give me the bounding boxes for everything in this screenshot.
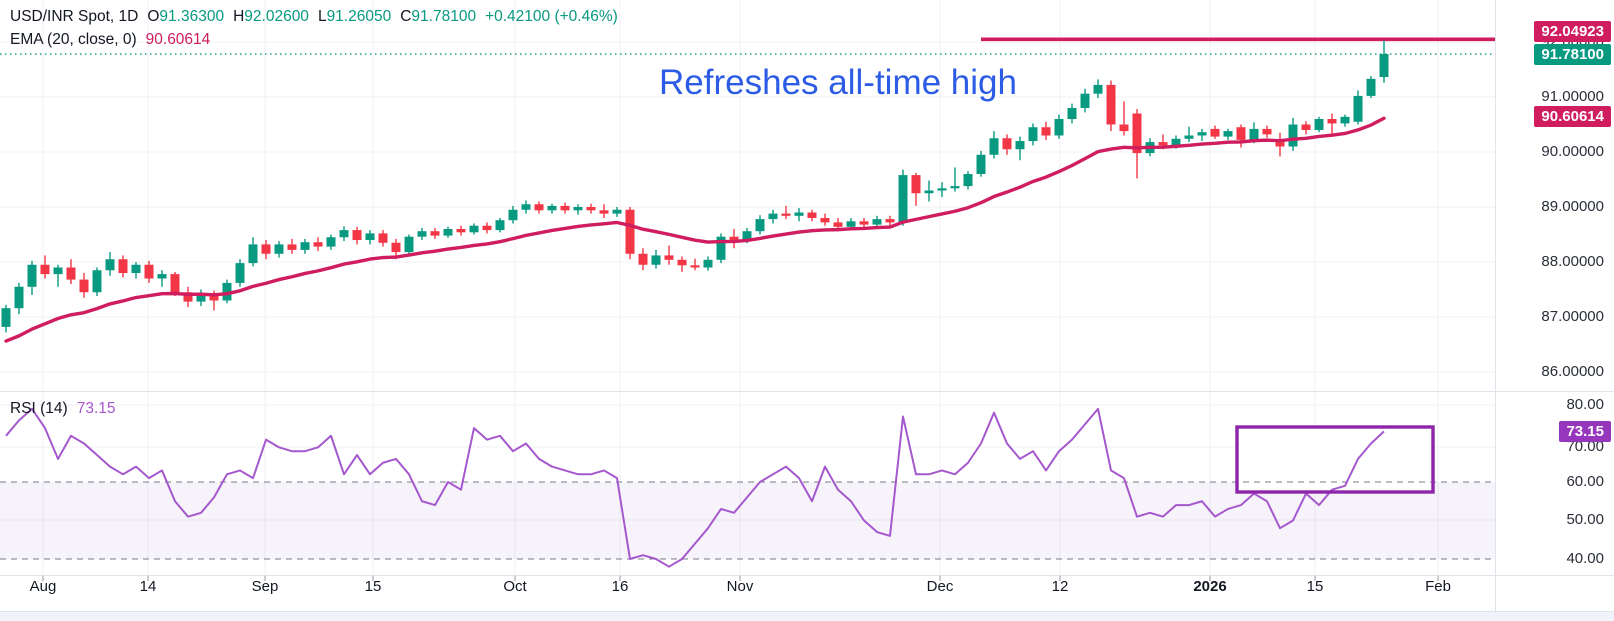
- price-axis-separator: [1495, 0, 1496, 611]
- rsi-legend-row[interactable]: RSI (14) 73.15: [10, 400, 116, 418]
- axis-label: 80.00: [1566, 396, 1604, 413]
- axis-label: 88.00000: [1541, 253, 1604, 270]
- axis-label: 89.00000: [1541, 198, 1604, 215]
- last-price-badge: 91.78100: [1534, 44, 1611, 65]
- ema-legend-row[interactable]: EMA (20, close, 0) 90.60614: [10, 31, 210, 49]
- rsi-label: RSI (14): [10, 400, 68, 417]
- rsi-box-annotation[interactable]: [1235, 425, 1435, 494]
- time-axis-label: Dec: [926, 578, 954, 595]
- axis-label: 60.00: [1566, 473, 1604, 490]
- symbol-legend-row[interactable]: USD/INR Spot, 1D O91.36300 H92.02600 L91…: [10, 8, 618, 26]
- time-axis-label: 2026: [1193, 578, 1227, 595]
- time-axis-label: Nov: [726, 578, 754, 595]
- axis-label: 91.00000: [1541, 88, 1604, 105]
- axis-label: 90.00000: [1541, 143, 1604, 160]
- ath-price-badge: 92.04923: [1534, 21, 1611, 42]
- axis-label: 40.00: [1566, 550, 1604, 567]
- time-axis-label: Feb: [1425, 578, 1451, 595]
- axis-label: 70.00: [1566, 438, 1604, 455]
- time-axis-label: 15: [364, 578, 382, 595]
- change-value: +0.42100 (+0.46%): [485, 8, 618, 25]
- time-axis-label: 15: [1306, 578, 1324, 595]
- time-axis-label: 12: [1051, 578, 1069, 595]
- time-axis-label: 16: [611, 578, 629, 595]
- chart-text-annotation[interactable]: Refreshes all-time high: [659, 63, 1017, 102]
- time-axis-separator: [0, 575, 1614, 576]
- time-axis-label: Oct: [503, 578, 527, 595]
- ema-value: 90.60614: [145, 31, 211, 48]
- bottom-scroll-strip[interactable]: [0, 611, 1614, 621]
- ohlc-open: O91.36300: [147, 8, 225, 25]
- ohlc-low: L91.26050: [317, 8, 392, 25]
- time-axis-label: Aug: [29, 578, 57, 595]
- ema-label: EMA (20, close, 0): [10, 31, 137, 48]
- axis-label: 50.00: [1566, 511, 1604, 528]
- ohlc-close: C91.78100: [400, 8, 477, 25]
- ohlc-high: H92.02600: [233, 8, 309, 25]
- rsi-value-badge: 73.15: [1559, 421, 1611, 442]
- time-axis-label: Sep: [251, 578, 279, 595]
- axis-label: 86.00000: [1541, 363, 1604, 380]
- panel-separator[interactable]: [0, 391, 1614, 392]
- axis-label: 87.00000: [1541, 308, 1604, 325]
- rsi-value: 73.15: [76, 400, 116, 417]
- ema-price-badge: 90.60614: [1534, 106, 1611, 127]
- symbol-title: USD/INR Spot, 1D: [10, 8, 139, 25]
- time-axis-label: 14: [139, 578, 157, 595]
